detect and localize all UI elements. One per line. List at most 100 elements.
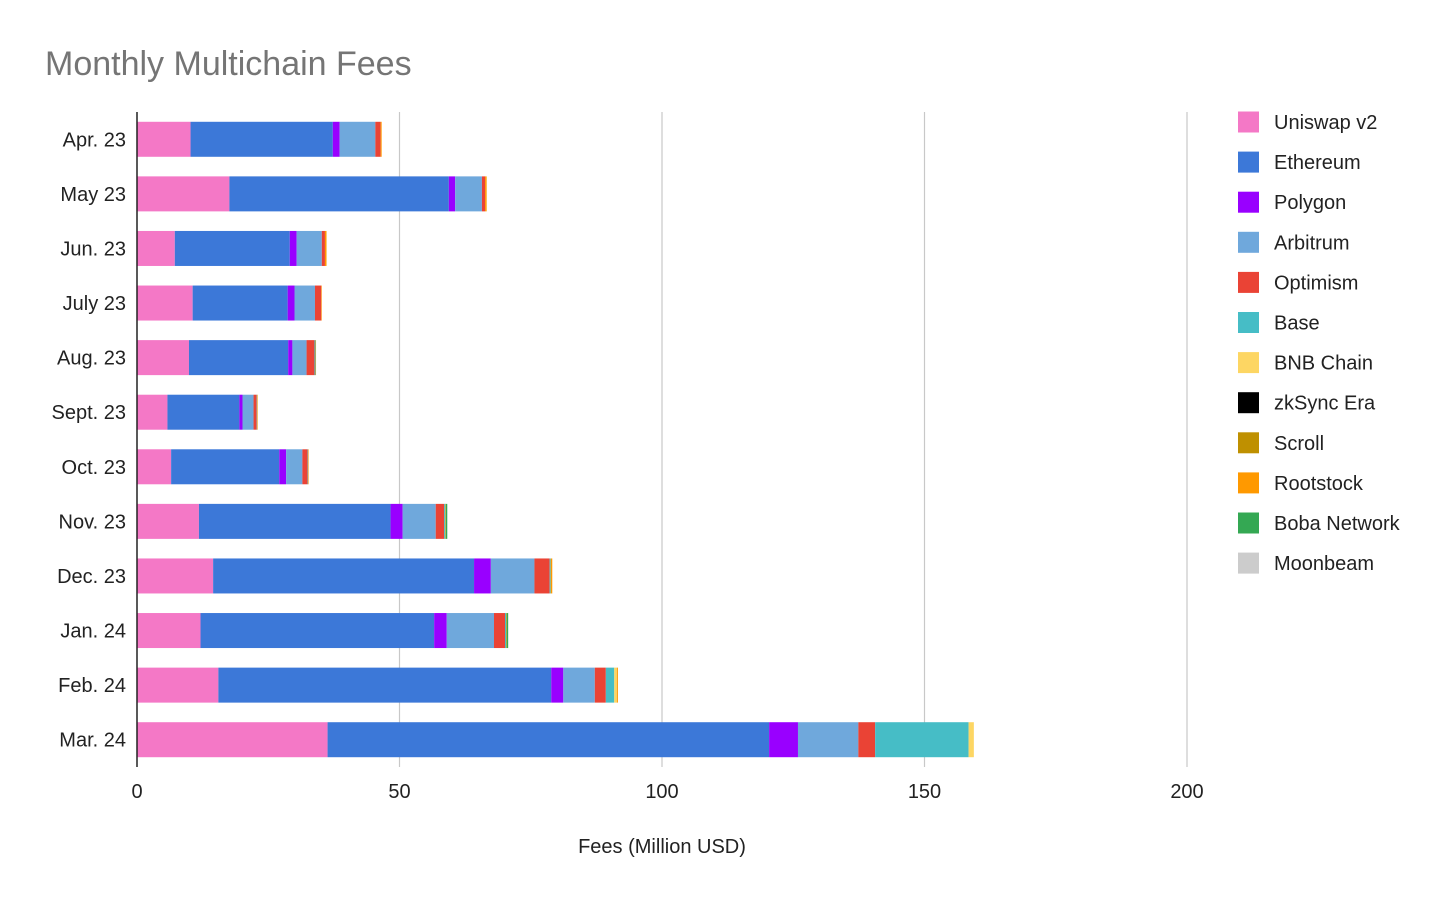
bar-segment <box>315 340 317 376</box>
bar-segment <box>171 449 280 485</box>
bar-segment <box>563 667 595 703</box>
bar-segment <box>242 394 254 430</box>
bar-segment <box>402 503 436 539</box>
legend-swatch <box>1238 352 1259 374</box>
bar-segment <box>137 230 175 266</box>
bar-segment <box>308 449 309 485</box>
bar-segment <box>605 667 615 703</box>
bar-segment <box>239 394 243 430</box>
category-label: May 23 <box>60 184 126 206</box>
bar-segment <box>167 394 240 430</box>
chart-title: Monthly Multichain Fees <box>45 45 412 83</box>
bar-segment <box>390 503 403 539</box>
legend-swatch <box>1238 552 1259 574</box>
bar-segment <box>213 558 475 594</box>
bar-segment <box>324 230 327 266</box>
bar-segment <box>506 613 507 649</box>
x-tick-label: 100 <box>645 781 678 803</box>
x-tick-label: 0 <box>131 781 142 803</box>
bar-segment <box>485 176 487 212</box>
legend-label: zkSync Era <box>1274 393 1376 415</box>
legend-label: BNB Chain <box>1274 353 1373 375</box>
legend-label: Moonbeam <box>1274 553 1374 575</box>
bar-segment <box>137 503 199 539</box>
legend-swatch <box>1238 111 1259 133</box>
legend-label: Boba Network <box>1274 513 1401 535</box>
bar-segment <box>797 722 859 758</box>
bar-segment <box>506 613 509 649</box>
bar-segment <box>198 503 391 539</box>
legend-label: Base <box>1274 313 1320 335</box>
bar-segment <box>137 285 193 321</box>
bar-segment <box>192 285 288 321</box>
bar-segment <box>445 503 448 539</box>
bar-segment <box>445 503 446 539</box>
category-label: Jun. 23 <box>60 238 126 260</box>
bar-segment <box>292 340 307 376</box>
grid-layer <box>398 112 1188 767</box>
bar-segment <box>137 722 328 758</box>
x-tick-labels: 0 50 100 150 200 <box>131 781 1203 803</box>
bar-segment <box>289 230 297 266</box>
category-label: July 23 <box>63 293 126 315</box>
legend-swatch <box>1238 151 1259 173</box>
bar-segment <box>256 394 258 430</box>
bar-segment <box>494 613 506 649</box>
bar-segment <box>314 285 322 321</box>
category-label: Dec. 23 <box>57 566 126 588</box>
bar-segment <box>286 449 303 485</box>
x-tick-label: 200 <box>1170 781 1203 803</box>
category-label: Oct. 23 <box>62 457 126 479</box>
legend-swatch <box>1238 512 1259 534</box>
legend: Uniswap v2 Ethereum Polygon Arbitrum Optimis… <box>1238 111 1401 575</box>
bar-segment <box>380 121 382 157</box>
bar-segment <box>614 667 617 703</box>
legend-label: Polygon <box>1274 192 1346 214</box>
bar-segment <box>229 176 449 212</box>
bar-segment <box>434 613 447 649</box>
bar-segment <box>296 230 322 266</box>
legend-label: Arbitrum <box>1274 232 1350 254</box>
bar-segment <box>137 613 201 649</box>
category-label: Nov. 23 <box>59 511 126 533</box>
bar-segment <box>327 722 770 758</box>
bar-segment <box>594 667 606 703</box>
bar-segment <box>314 340 316 376</box>
legend-swatch <box>1238 271 1259 293</box>
bar-segment <box>137 449 172 485</box>
bar-segment <box>137 176 230 212</box>
bar-segment <box>551 667 564 703</box>
bar-segment <box>769 722 798 758</box>
bar-segment <box>307 449 309 485</box>
category-label: Mar. 24 <box>59 730 126 752</box>
bar-segment <box>302 449 308 485</box>
bar-segment <box>174 230 290 266</box>
bar-segment <box>444 503 446 539</box>
bar-segment <box>474 558 491 594</box>
bar-segment <box>481 176 486 212</box>
bar-segment <box>448 176 456 212</box>
x-axis-title: Fees (Million USD) <box>578 836 746 858</box>
legend-swatch <box>1238 392 1259 414</box>
x-tick-label: 50 <box>388 781 410 803</box>
bar-segment <box>435 503 445 539</box>
legend-label: Scroll <box>1274 433 1324 455</box>
bar-segment <box>534 558 550 594</box>
category-label: Jan. 24 <box>60 621 126 643</box>
bar-segment <box>616 667 618 703</box>
bars-layer <box>137 121 974 758</box>
bar-segment <box>288 340 293 376</box>
bar-segment <box>137 121 191 157</box>
category-label: Aug. 23 <box>57 348 126 370</box>
legend-swatch <box>1238 472 1259 494</box>
bar-segment <box>257 394 258 430</box>
bar-segment <box>279 449 287 485</box>
bar-segment <box>505 613 507 649</box>
bar-segment <box>137 340 189 376</box>
category-label: Sept. 23 <box>51 402 126 424</box>
bar-segment <box>446 613 494 649</box>
bar-segment <box>321 230 325 266</box>
bar-segment <box>549 558 551 594</box>
